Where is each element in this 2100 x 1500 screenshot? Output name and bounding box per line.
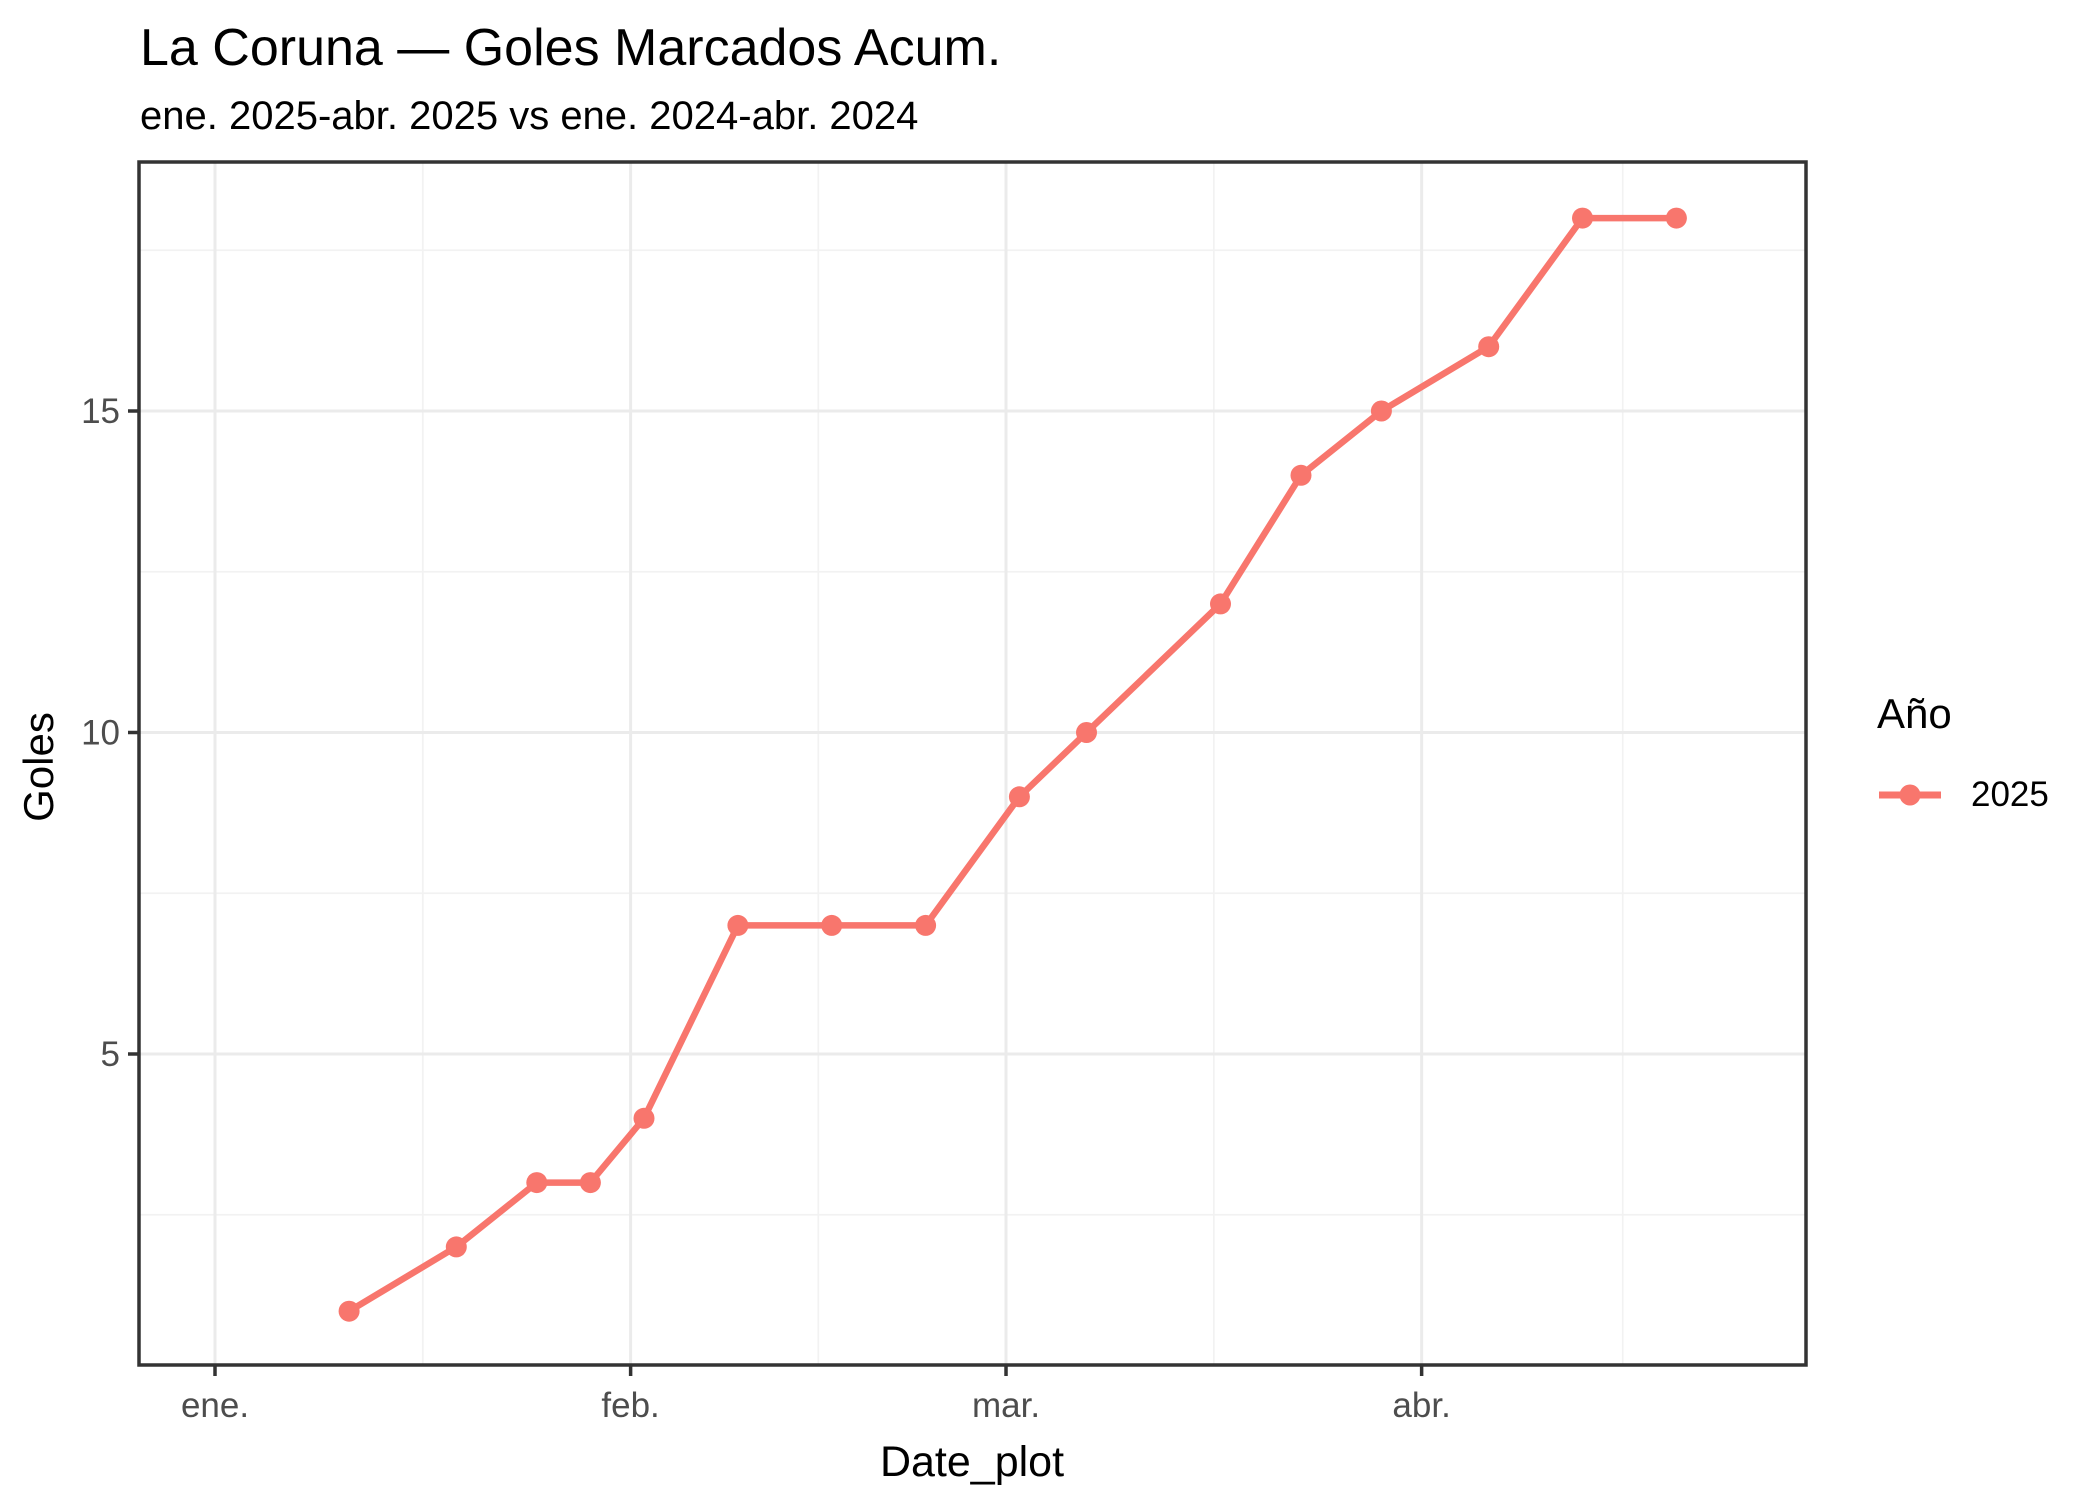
data-point — [338, 1300, 360, 1322]
x-tick-label: abr. — [1392, 1386, 1450, 1425]
series-line-2025 — [347, 214, 1677, 1314]
data-point — [821, 914, 843, 936]
data-point — [1076, 722, 1097, 743]
y-tick-label: 15 — [81, 392, 120, 431]
data-point — [1572, 207, 1593, 229]
data-point — [1478, 336, 1500, 358]
data-point — [526, 1172, 548, 1194]
data-point — [727, 914, 749, 936]
x-axis-title: Date_plot — [879, 1438, 1065, 1486]
legend-key-point-icon — [1899, 784, 1921, 806]
data-point — [1210, 593, 1231, 615]
data-point — [579, 1172, 601, 1194]
data-point — [1290, 464, 1312, 486]
data-point — [1370, 400, 1392, 422]
legend-item-label: 2025 — [1971, 775, 2049, 814]
data-point — [915, 914, 937, 936]
panel-border — [137, 160, 1808, 1367]
x-tick-label: ene. — [181, 1386, 249, 1425]
y-axis-title: Goles — [15, 712, 62, 822]
legend-key — [1879, 784, 1941, 806]
chart-title: La Coruna — Goles Marcados Acum. — [140, 19, 1002, 77]
legend-item-2025: 2025 — [1877, 774, 2049, 816]
data-point — [633, 1107, 655, 1129]
chart-subtitle: ene. 2025-abr. 2025 vs ene. 2024-abr. 20… — [140, 94, 919, 138]
y-tick-label: 10 — [81, 714, 120, 753]
legend: Año 2025 — [1877, 690, 2049, 816]
legend-title: Año — [1877, 690, 1952, 737]
data-point — [445, 1236, 467, 1258]
x-tick-label: mar. — [972, 1386, 1040, 1425]
y-tick-label: 5 — [101, 1035, 120, 1074]
data-point — [1008, 786, 1030, 808]
x-tick-label: feb. — [601, 1386, 659, 1425]
panel-background — [139, 162, 1806, 1365]
data-point — [1665, 207, 1687, 229]
